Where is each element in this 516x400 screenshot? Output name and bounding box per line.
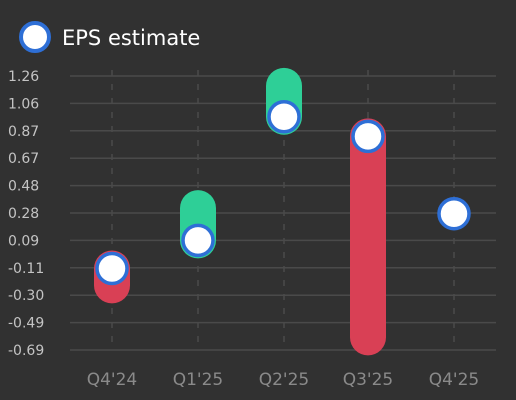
- legend-marker-icon: [19, 21, 51, 53]
- y-tick-label: 0.87: [8, 124, 39, 140]
- legend-label: EPS estimate: [62, 26, 200, 50]
- x-tick-label: Q3'25: [343, 370, 394, 390]
- y-tick-label: 1.06: [8, 96, 39, 112]
- y-tick-label: 0.67: [8, 151, 39, 167]
- estimate-marker: [437, 196, 471, 231]
- y-tick-label: -0.30: [8, 288, 44, 304]
- miss-bar: [350, 118, 386, 356]
- estimate-marker: [95, 251, 129, 286]
- x-tick-label: Q4'25: [429, 370, 480, 390]
- y-tick-label: -0.69: [8, 343, 44, 359]
- y-tick-label: 0.48: [8, 179, 39, 195]
- x-tick-label: Q4'24: [87, 370, 138, 390]
- x-tick-label: Q2'25: [259, 370, 310, 390]
- y-tick-label: 1.26: [8, 69, 39, 85]
- y-tick-label: 0.28: [8, 206, 39, 222]
- x-tick-label: Q1'25: [173, 370, 224, 390]
- estimate-marker: [181, 223, 215, 258]
- legend: EPS estimate: [19, 21, 200, 53]
- estimate-marker: [351, 119, 385, 154]
- estimate-marker: [267, 99, 301, 134]
- y-tick-label: -0.11: [8, 261, 44, 277]
- y-tick-label: -0.49: [8, 316, 44, 332]
- y-tick-label: 0.09: [8, 233, 39, 249]
